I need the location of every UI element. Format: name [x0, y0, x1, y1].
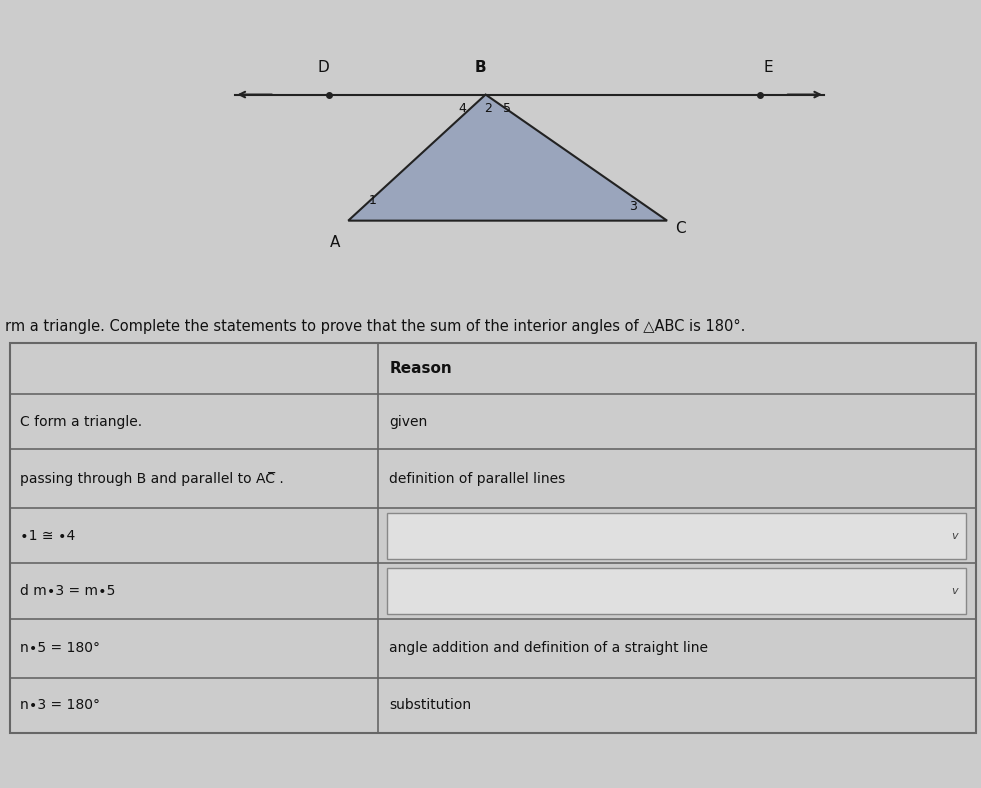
Text: v: v: [952, 531, 957, 541]
Text: C form a triangle.: C form a triangle.: [20, 414, 141, 429]
Text: D: D: [318, 60, 330, 75]
Text: n∙3 = 180°: n∙3 = 180°: [20, 698, 100, 712]
Text: 3: 3: [629, 200, 637, 213]
Text: passing through B and parallel to AC̅ .: passing through B and parallel to AC̅ .: [20, 472, 284, 485]
Text: C: C: [675, 221, 686, 236]
Text: v: v: [952, 586, 957, 596]
Text: n∙5 = 180°: n∙5 = 180°: [20, 641, 100, 655]
Bar: [387, 568, 966, 614]
Text: Reason: Reason: [389, 361, 452, 376]
Text: substitution: substitution: [389, 698, 472, 712]
Text: given: given: [389, 414, 428, 429]
Text: 4: 4: [458, 102, 466, 115]
Text: 1: 1: [369, 195, 377, 207]
Bar: [387, 513, 966, 559]
Text: 5: 5: [503, 102, 511, 115]
Text: definition of parallel lines: definition of parallel lines: [389, 472, 566, 485]
Bar: [10, 343, 976, 733]
Text: d m∙3 = m∙5: d m∙3 = m∙5: [20, 584, 115, 598]
Text: ∙1 ≅ ∙4: ∙1 ≅ ∙4: [20, 529, 75, 543]
Text: E: E: [763, 60, 773, 75]
Text: B: B: [475, 60, 487, 75]
Text: angle addition and definition of a straight line: angle addition and definition of a strai…: [389, 641, 708, 655]
Text: A: A: [330, 235, 340, 250]
Polygon shape: [348, 95, 667, 221]
Text: 2: 2: [485, 102, 492, 115]
Text: rm a triangle. Complete the statements to prove that the sum of the interior ang: rm a triangle. Complete the statements t…: [5, 319, 746, 334]
